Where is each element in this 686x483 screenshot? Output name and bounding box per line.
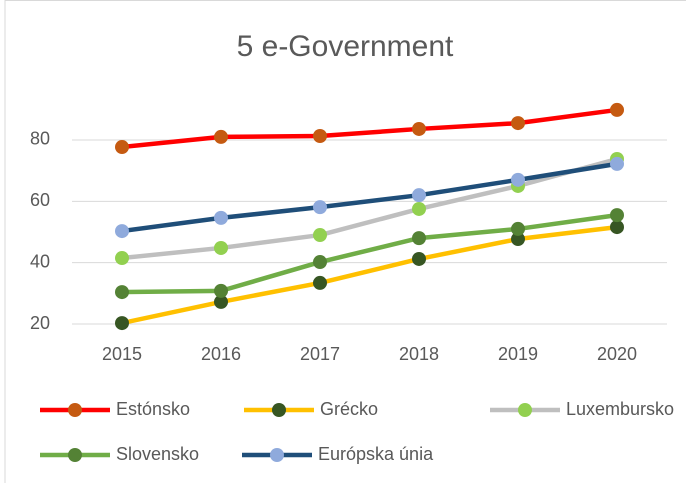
legend-label: Európska únia <box>318 444 434 464</box>
x-tick-label: 2017 <box>300 344 340 364</box>
x-tick-label: 2020 <box>597 344 637 364</box>
data-point <box>214 294 228 309</box>
legend-label: Slovensko <box>116 444 199 464</box>
chart-title: 5 e-Government <box>237 30 454 63</box>
legend-label: Grécko <box>320 399 378 419</box>
x-tick-label: 2018 <box>399 344 439 364</box>
data-point <box>511 116 525 131</box>
data-point <box>313 255 327 270</box>
legend-label: Luxembursko <box>566 399 674 419</box>
data-point <box>511 172 525 187</box>
data-point <box>214 240 228 255</box>
data-point <box>610 102 624 117</box>
legend-marker <box>68 448 82 462</box>
data-point <box>412 201 426 216</box>
series-line <box>119 161 620 234</box>
y-tick-label: 80 <box>30 129 50 149</box>
data-point <box>313 200 327 215</box>
data-point <box>610 220 624 235</box>
data-point <box>511 221 525 236</box>
data-point <box>610 208 624 223</box>
data-point <box>313 128 327 143</box>
legend-label: Estónsko <box>116 399 190 419</box>
data-point <box>214 283 228 298</box>
y-tick-label: 40 <box>30 251 50 271</box>
data-point <box>115 140 129 155</box>
legend-marker <box>272 403 286 417</box>
series-line <box>119 107 620 150</box>
data-point <box>412 251 426 266</box>
legend-marker <box>270 448 284 462</box>
data-point <box>214 129 228 144</box>
legend-marker <box>68 403 82 417</box>
data-point <box>115 224 129 239</box>
y-tick-label: 20 <box>30 313 50 333</box>
data-point <box>412 231 426 246</box>
legend-marker <box>518 403 532 417</box>
x-tick-label: 2016 <box>201 344 241 364</box>
data-point <box>412 188 426 203</box>
data-point <box>115 251 129 266</box>
data-point <box>214 210 228 225</box>
x-tick-label: 2015 <box>102 344 142 364</box>
data-point <box>115 316 129 331</box>
y-tick-label: 60 <box>30 190 50 210</box>
data-point <box>313 228 327 243</box>
data-point <box>412 121 426 136</box>
series-line <box>119 212 620 295</box>
data-point <box>511 232 525 247</box>
series-line <box>119 156 620 261</box>
data-point <box>313 275 327 290</box>
series-line <box>119 224 620 326</box>
x-tick-label: 2019 <box>498 344 538 364</box>
data-point <box>115 285 129 300</box>
data-point <box>610 156 624 171</box>
